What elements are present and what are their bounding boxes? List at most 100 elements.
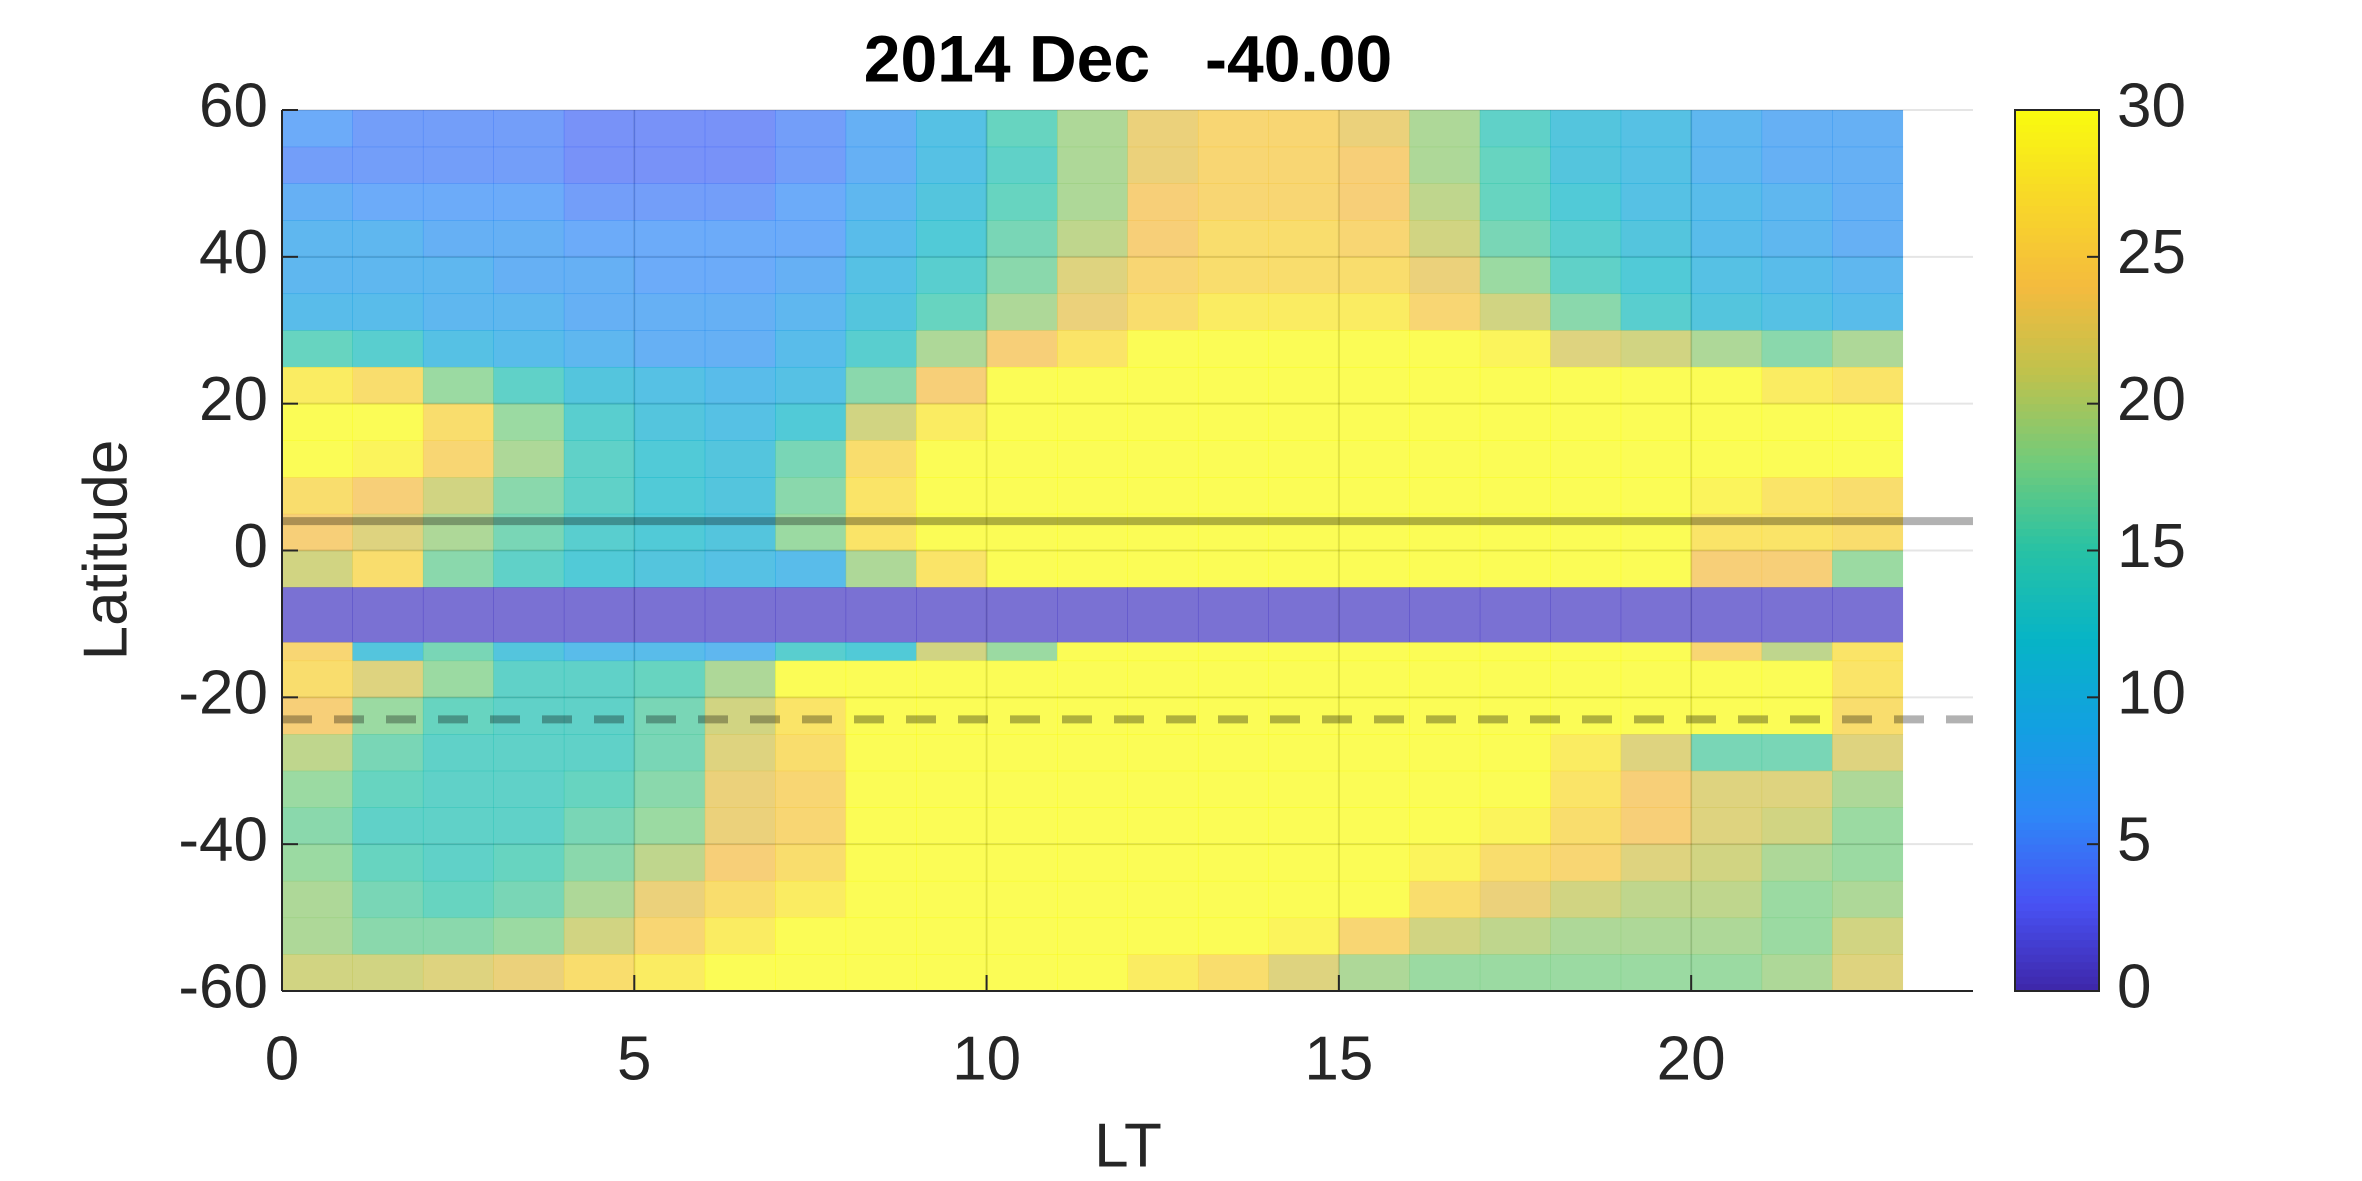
heatmap-cell [1691, 110, 1763, 148]
colorbar-strip [2015, 712, 2099, 720]
heatmap-cell [1620, 220, 1692, 258]
colorbar-strip [2015, 234, 2099, 243]
x-tick-label: 5 [617, 1024, 651, 1093]
heatmap-cell [1127, 330, 1199, 368]
colorbar-strip [2015, 601, 2099, 610]
heatmap-cell [493, 807, 565, 845]
heatmap-cell [563, 220, 635, 258]
heatmap-cell [1550, 146, 1622, 184]
heatmap-cell [634, 513, 706, 551]
heatmap-cell [1127, 844, 1199, 882]
colorbar-strip [2015, 609, 2099, 618]
heatmap-cell [916, 587, 988, 643]
heatmap-cell [845, 844, 917, 882]
heatmap-cell [1127, 477, 1199, 515]
heatmap-cell [563, 256, 635, 295]
heatmap-cell [1268, 734, 1340, 772]
heatmap-cell [634, 293, 706, 331]
heatmap-cell [1197, 220, 1269, 258]
heatmap-cell [1268, 366, 1340, 405]
heatmap-cell [634, 220, 706, 258]
heatmap-cell [634, 587, 706, 643]
heatmap-cell [352, 477, 424, 515]
heatmap-cell [775, 146, 847, 184]
heatmap-cell [1761, 880, 1833, 919]
heatmap-cell [1832, 110, 1904, 148]
heatmap-cell [1127, 734, 1199, 772]
heatmap-cell [1127, 220, 1199, 258]
heatmap-cell [1620, 807, 1692, 845]
heatmap-cell [1409, 917, 1481, 955]
colorbar-strip [2015, 829, 2099, 838]
colorbar-strip [2015, 638, 2099, 647]
y-tick-label: 40 [199, 218, 268, 287]
heatmap-cell [1197, 660, 1269, 698]
heatmap-cell [634, 403, 706, 441]
heatmap-cell [845, 183, 917, 221]
heatmap-cell [1268, 844, 1340, 882]
heatmap-cell [1832, 642, 1904, 662]
x-tick-label: 15 [1304, 1024, 1373, 1093]
heatmap-cell [986, 954, 1058, 992]
heatmap-cell [1691, 734, 1763, 772]
heatmap-cell [563, 110, 635, 148]
heatmap-cell [1057, 880, 1128, 919]
heatmap-cell [1550, 403, 1622, 441]
heatmap-cell [493, 513, 565, 551]
heatmap-cell [1761, 403, 1833, 441]
colorbar-strip [2015, 322, 2099, 331]
heatmap-cell [282, 146, 353, 184]
heatmap-cell [916, 954, 988, 992]
colorbar-strip [2015, 800, 2099, 809]
heatmap-cell [282, 587, 353, 643]
heatmap-cell [916, 146, 988, 184]
heatmap-cell [1268, 146, 1340, 184]
heatmap-cell [1057, 183, 1128, 221]
heatmap-cell [704, 770, 776, 808]
heatmap-cell [493, 183, 565, 221]
heatmap-cell [422, 183, 494, 221]
colorbar-strip [2015, 242, 2099, 251]
heatmap-cell [1197, 146, 1269, 184]
heatmap-cell [1832, 366, 1904, 405]
heatmap-cell [1057, 403, 1128, 441]
colorbar-tick-label: 25 [2117, 218, 2186, 287]
heatmap-cell [1338, 513, 1410, 551]
heatmap-cell [1338, 660, 1410, 698]
heatmap-cell [352, 183, 424, 221]
heatmap-cell [1479, 146, 1551, 184]
heatmap-cell [634, 807, 706, 845]
heatmap-cell [1479, 550, 1551, 588]
heatmap-cell [1691, 844, 1763, 882]
heatmap-cell [1127, 403, 1199, 441]
heatmap-cell [493, 146, 565, 184]
heatmap-cell [916, 734, 988, 772]
heatmap-cell [422, 403, 494, 441]
heatmap-cell [422, 844, 494, 882]
colorbar-strip [2015, 124, 2099, 133]
x-tick-label: 10 [952, 1024, 1021, 1093]
colorbar-strip [2015, 844, 2099, 853]
heatmap-cell [1057, 807, 1128, 845]
heatmap-cell [704, 917, 776, 955]
heatmap-cell [1268, 293, 1340, 331]
colorbar-strip [2015, 675, 2099, 684]
heatmap-cell [704, 550, 776, 588]
colorbar-strip [2015, 411, 2099, 419]
heatmap-cell [1127, 697, 1199, 735]
heatmap-cell [1268, 770, 1340, 808]
heatmap-cell [1127, 880, 1199, 919]
heatmap-cell [704, 440, 776, 478]
heatmap-cell [493, 642, 565, 662]
heatmap-cell [422, 220, 494, 258]
heatmap-cell [282, 807, 353, 845]
heatmap-cell [1832, 954, 1904, 992]
heatmap-cell [352, 844, 424, 882]
heatmap-cell [845, 550, 917, 588]
heatmap-cell [1479, 697, 1551, 735]
heatmap-cell [352, 660, 424, 698]
heatmap-cell [634, 954, 706, 992]
heatmap-cell [563, 917, 635, 955]
colorbar-strip [2015, 792, 2099, 801]
heatmap-cell [1338, 146, 1410, 184]
